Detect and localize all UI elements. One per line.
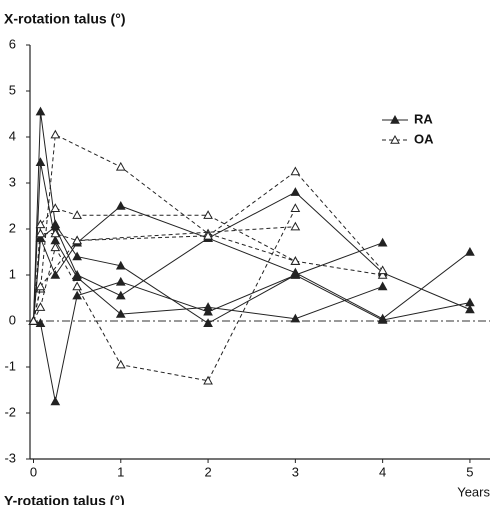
y-tick-label: 4 [9,128,16,143]
marker [50,228,61,238]
x-tick-label: 1 [117,464,124,479]
patient-line [33,274,470,402]
marker [50,129,61,139]
legend-label: RA [414,111,433,126]
marker [35,106,46,116]
marker [50,203,61,212]
patient-line [33,162,383,322]
marker [35,318,46,327]
marker [377,265,388,275]
y-tick-label: 0 [9,312,16,327]
x-tick-label: 3 [292,464,299,479]
marker [50,269,61,279]
y-tick-label: 2 [9,220,16,235]
marker [35,228,46,238]
marker [50,396,61,406]
marker [35,302,46,311]
marker [72,235,82,245]
marker [115,276,126,286]
marker [203,375,213,385]
legend-marker [390,134,400,144]
legend-label: OA [414,131,434,146]
marker [35,281,46,291]
marker [290,221,301,231]
marker [72,281,82,291]
marker [290,203,301,212]
marker [377,281,388,291]
marker [50,242,61,252]
marker [72,210,82,219]
y-tick-label: 1 [9,266,16,281]
marker [203,210,213,219]
y-tick-label: 5 [9,82,16,97]
marker [72,251,82,261]
marker [377,237,388,247]
marker [290,256,301,265]
x-axis-label: Years [457,484,490,499]
marker [72,269,82,279]
marker [203,318,213,327]
marker [290,313,301,323]
x-tick-label: 0 [30,464,37,479]
marker [115,260,126,270]
marker [115,309,126,318]
x-tick-label: 2 [204,464,211,479]
patient-line [33,170,383,322]
y-tick-label: 6 [9,36,16,51]
marker [465,304,475,314]
marker [203,230,213,240]
x-tick-label: 4 [379,464,386,479]
marker [290,187,301,196]
marker [377,269,388,279]
marker [377,313,388,323]
marker [290,166,301,176]
marker [72,290,82,300]
legend-marker [390,114,400,124]
marker [465,246,475,256]
marker [203,306,213,316]
patient-line [33,226,296,322]
x-tick-label: 5 [466,464,473,479]
marker [290,267,301,277]
marker [35,219,46,229]
marker [115,359,126,369]
patient-line [33,111,383,324]
chart-title: X-rotation talus (°) [4,11,125,27]
marker [115,290,126,300]
patient-line [33,207,296,322]
marker [35,233,46,242]
marker [115,200,126,210]
y-tick-label: 3 [9,174,16,189]
y-tick-label: -1 [4,358,16,373]
y-tick-label: -3 [4,450,16,465]
y-tick-label: -2 [4,404,16,419]
marker [35,157,46,166]
next-chart-title: Y-rotation talus (°) [4,493,125,505]
marker [28,315,39,325]
marker [115,161,126,171]
patient-line [33,205,471,322]
